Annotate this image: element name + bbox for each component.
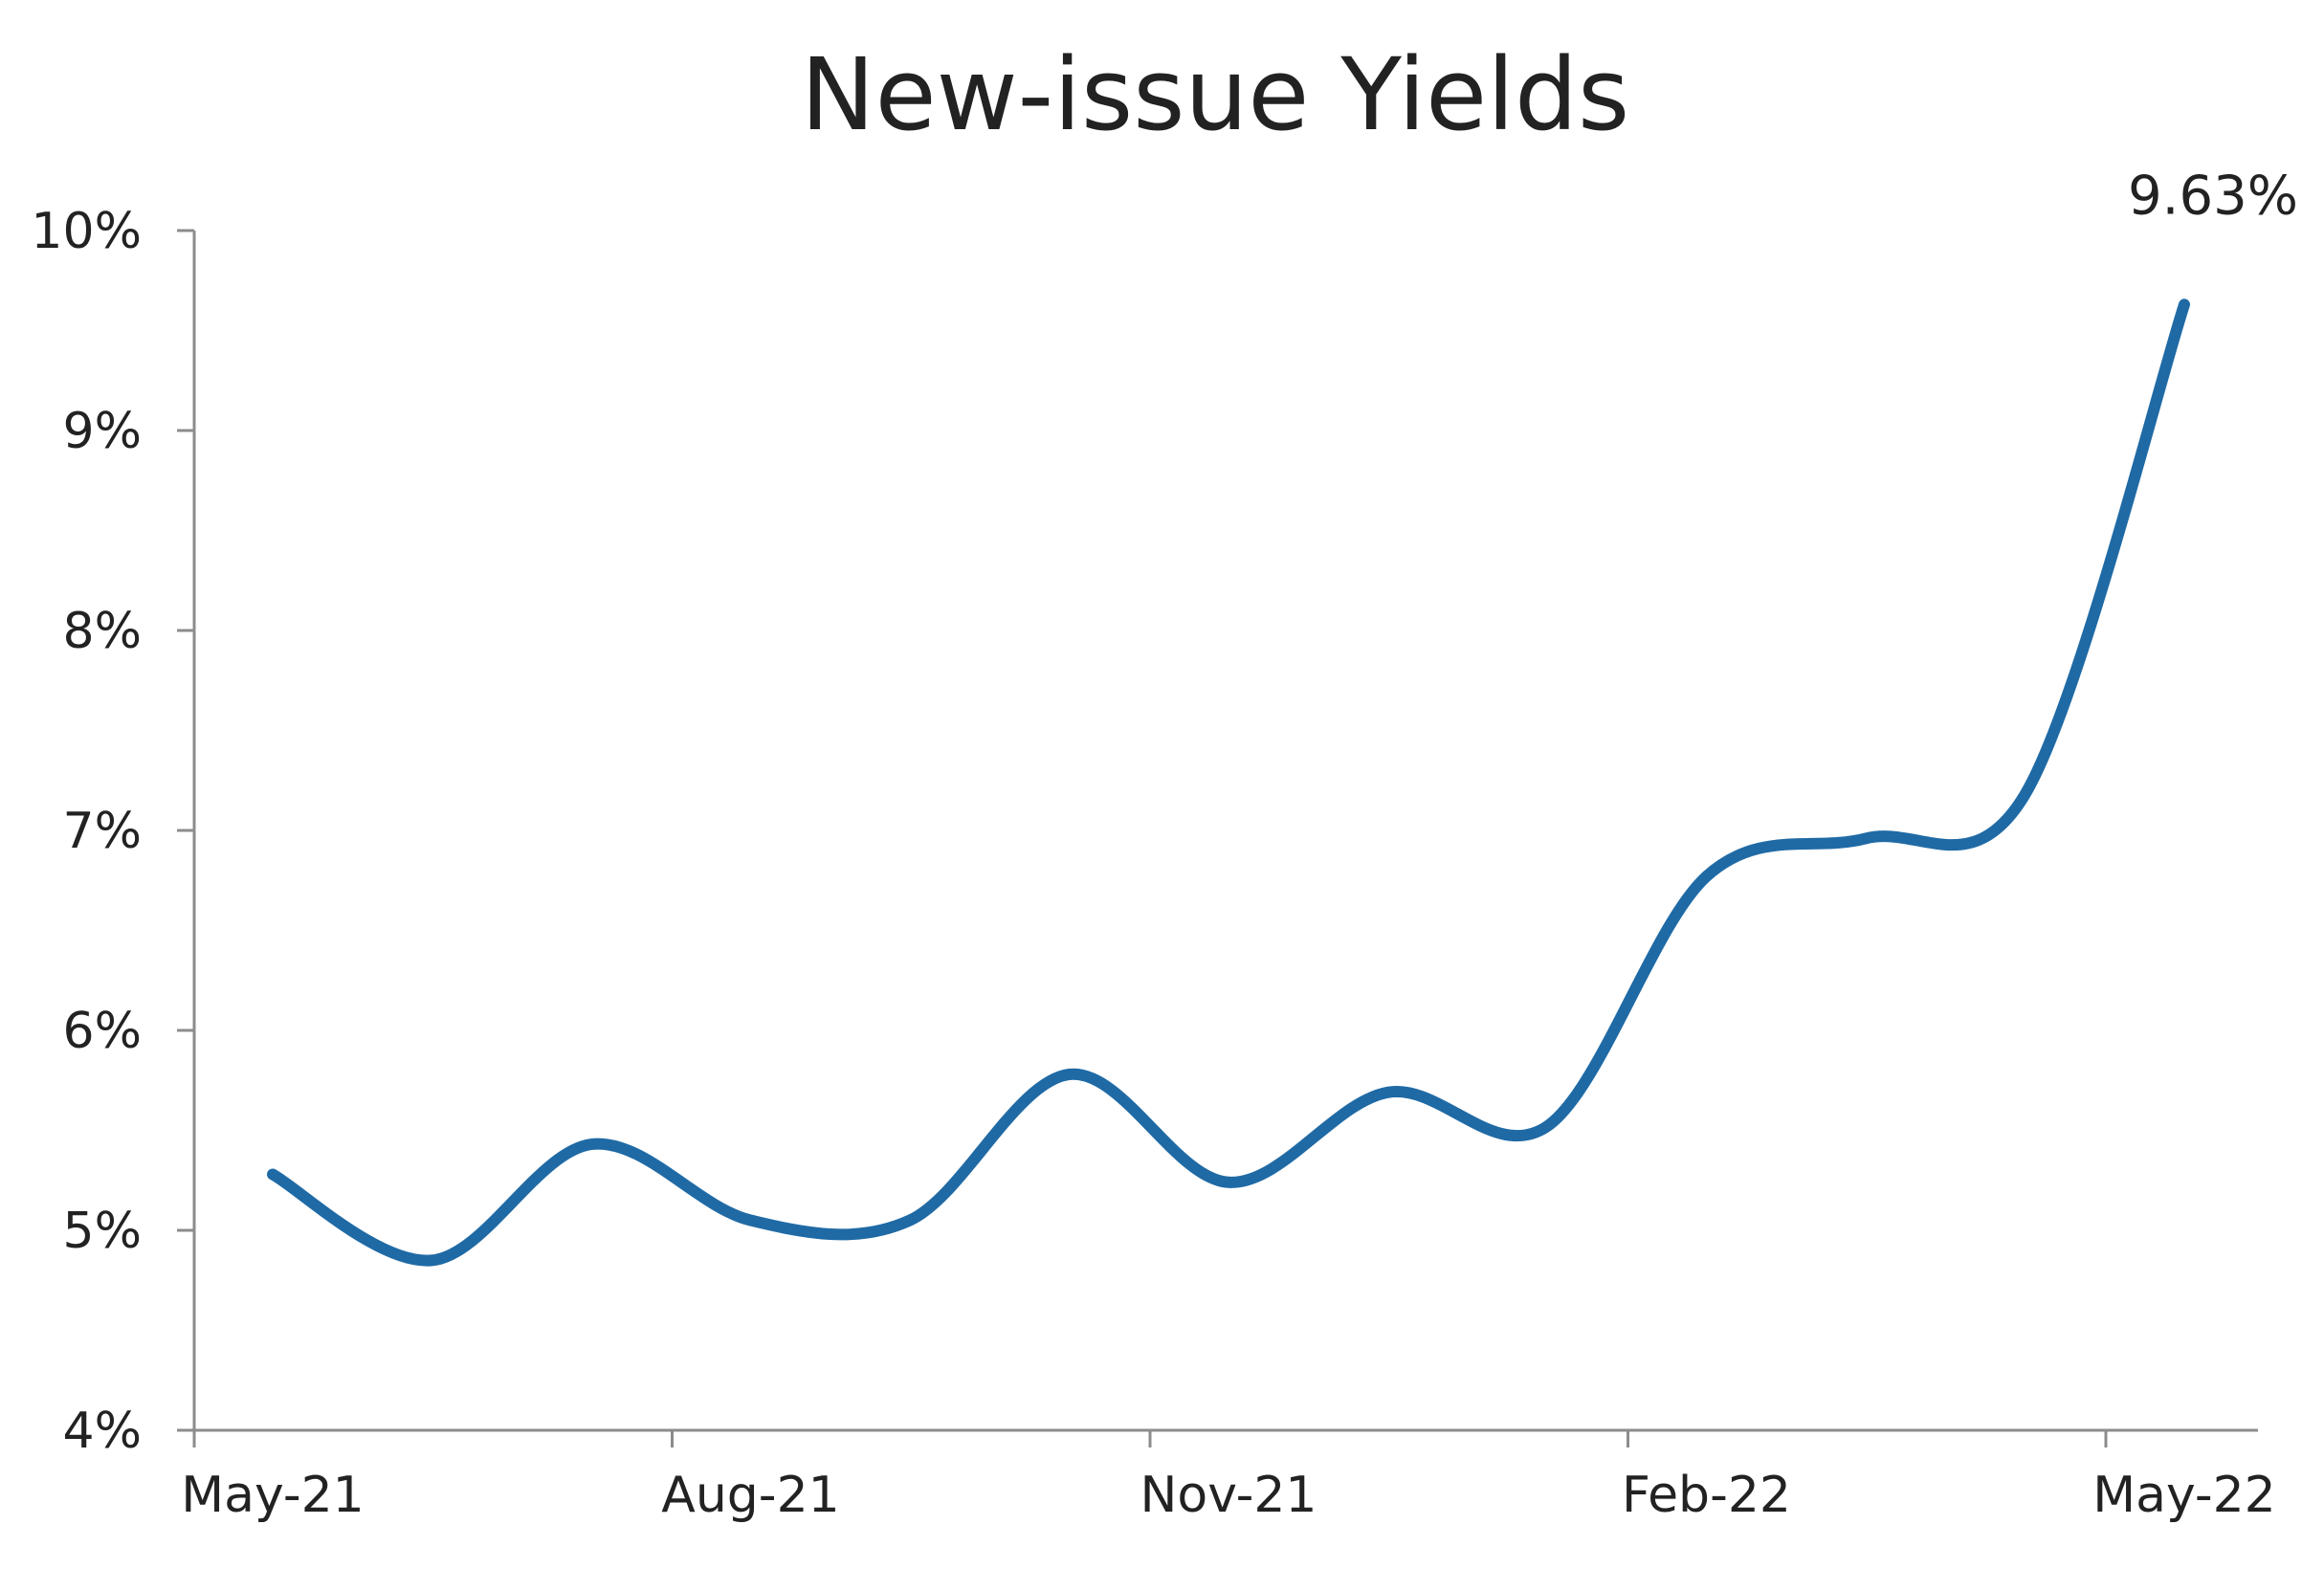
y-tick-label: 4%	[63, 1403, 143, 1460]
data-label: 9.63%	[2128, 165, 2298, 227]
y-tick-label: 8%	[63, 603, 143, 660]
y-axis: 4% 5% 6% 7% 8% 9% 10%	[31, 203, 196, 1460]
x-tick-label: May-22	[2092, 1467, 2276, 1524]
y-tick-label: 7%	[63, 803, 143, 860]
y-tick-label: 6%	[63, 1003, 143, 1060]
x-tick-label: Feb-22	[1622, 1467, 1791, 1524]
x-axis: May-21 Aug-21 Nov-21 Feb-22 May-22	[181, 1428, 2276, 1524]
series-layer	[267, 298, 2190, 1267]
x-tick-label: Nov-21	[1140, 1467, 1317, 1524]
chart-title: New-issue Yields	[801, 36, 1629, 153]
y-tick-label: 9%	[63, 403, 143, 460]
series-line	[267, 298, 2190, 1267]
annotation-layer: 9.63%	[2128, 165, 2298, 227]
x-tick-label: May-21	[181, 1467, 365, 1524]
y-tick-label: 5%	[63, 1203, 143, 1260]
y-tick-label: 10%	[31, 203, 142, 260]
x-tick-label: Aug-21	[661, 1467, 839, 1524]
